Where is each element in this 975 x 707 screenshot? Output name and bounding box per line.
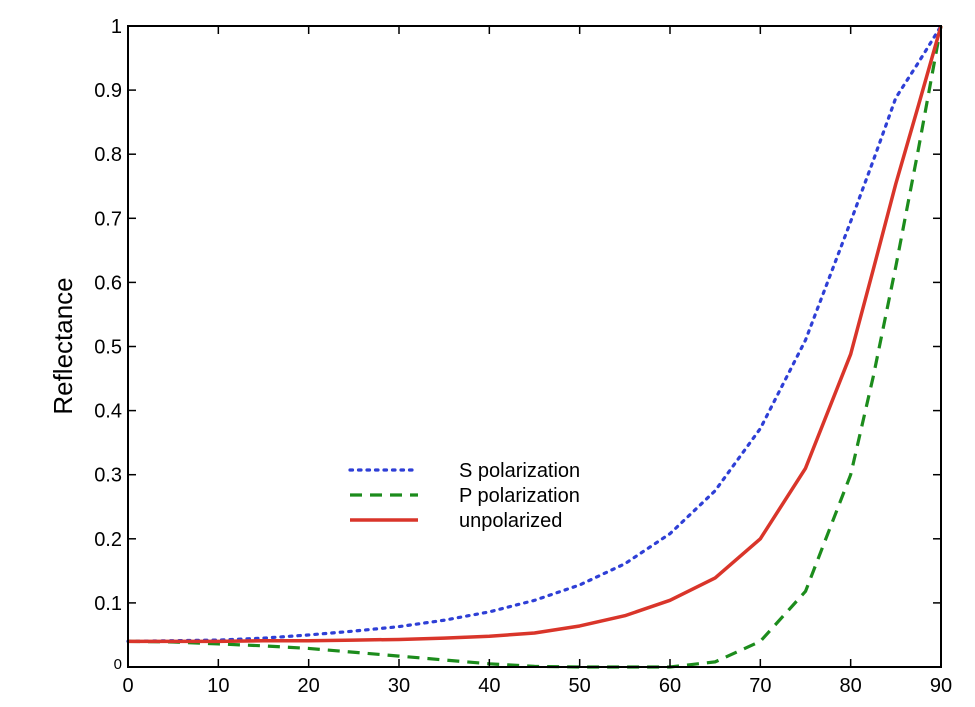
x-tick-label: 50: [569, 675, 591, 697]
legend-entry: P polarization: [350, 485, 580, 507]
x-tick-label: 20: [298, 675, 320, 697]
y-tick-label: 0.7: [94, 208, 122, 230]
legend-entry: S polarization: [348, 460, 580, 482]
y-tick-label: 0.9: [94, 80, 122, 102]
x-tick-label: 70: [749, 675, 771, 697]
x-tick-label: 60: [659, 675, 681, 697]
legend-label: S polarization: [459, 460, 580, 482]
y-tick-label: 0.8: [94, 144, 122, 166]
y-tick-label: 0: [114, 656, 122, 673]
series-line-3: [128, 25, 943, 644]
legend-entry: unpolarized: [350, 510, 562, 532]
y-tick-label: 1: [111, 16, 122, 38]
y-tick-label: 0.2: [94, 529, 122, 551]
legend-label: P polarization: [459, 485, 580, 507]
series-line-1: [126, 24, 943, 643]
x-tick-label: 90: [930, 675, 952, 697]
y-tick-label: 0.5: [94, 337, 122, 359]
y-tick-labels: 0 0.1 0.2 0.3 0.4 0.5 0.6 0.7 0.8 0.9 1: [94, 16, 122, 673]
y-axis-label: Reflectance: [48, 277, 78, 414]
series-line-2: [127, 25, 943, 669]
plot-area: [128, 26, 941, 667]
series-layer: [126, 24, 943, 669]
x-tick-label: 0: [122, 675, 133, 697]
y-tick-label: 0.4: [94, 401, 122, 423]
x-tick-label: 40: [478, 675, 500, 697]
legend-label: unpolarized: [459, 510, 562, 532]
x-tick-label: 30: [388, 675, 410, 697]
x-tick-label: 80: [840, 675, 862, 697]
x-tick-label: 10: [207, 675, 229, 697]
plot-frame: [127, 25, 942, 668]
y-tick-label: 0.1: [94, 593, 122, 615]
y-tick-label: 0.3: [94, 465, 122, 487]
y-tick-label: 0.6: [94, 272, 122, 294]
x-tick-labels: 0 10 20 30 40 50 60 70 80 90: [122, 675, 952, 697]
legend: S polarization P polarization unpolarized: [348, 460, 580, 532]
